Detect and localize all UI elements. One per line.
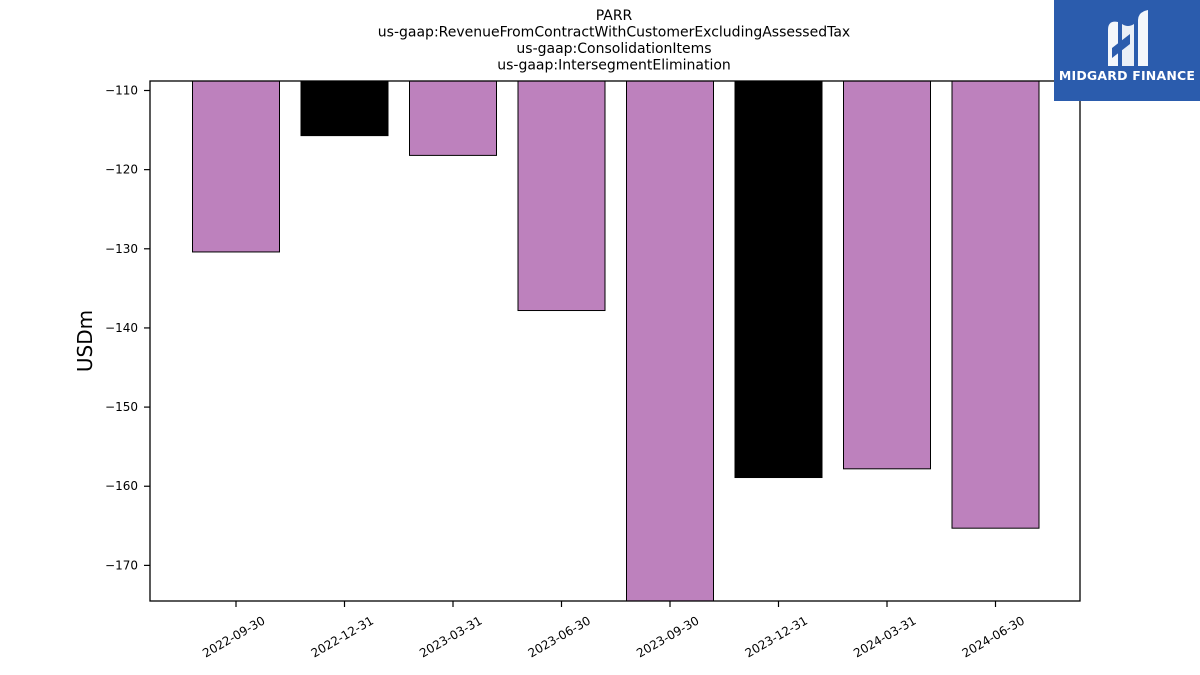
chart-title: PARRus-gaap:RevenueFromContractWithCusto… xyxy=(378,8,850,74)
bar xyxy=(734,80,823,479)
midgard-finance-logo: MIDGARD FINANCE xyxy=(1054,0,1200,101)
title-line: us-gaap:RevenueFromContractWithCustomerE… xyxy=(378,25,850,41)
x-tick-label: 2022-12-31 xyxy=(309,613,376,660)
y-tick-label: −120 xyxy=(105,163,138,177)
y-tick-label: −150 xyxy=(105,400,138,414)
y-tick-label: −160 xyxy=(105,479,138,493)
bar xyxy=(951,80,1040,529)
x-tick-label: 2023-09-30 xyxy=(634,613,701,660)
y-tick-label: −170 xyxy=(105,558,138,572)
bar xyxy=(843,80,931,470)
y-tick-label: −140 xyxy=(105,321,138,335)
y-axis: −110 −120 −130 −140 −150 −160 −170 xyxy=(105,83,150,572)
x-tick-label: 2023-03-31 xyxy=(417,613,484,660)
x-tick-label: 2022-09-30 xyxy=(200,613,267,660)
logo-text: MIDGARD FINANCE xyxy=(1058,68,1196,83)
y-tick-label: −130 xyxy=(105,242,138,256)
plot-frame xyxy=(149,80,1081,602)
x-tick-label: 2024-03-31 xyxy=(851,613,918,660)
y-axis-label: USDm xyxy=(73,310,97,372)
bar xyxy=(192,80,280,253)
bar xyxy=(517,80,606,312)
bar xyxy=(409,80,497,156)
x-tick-label: 2023-12-31 xyxy=(743,613,810,660)
bars xyxy=(192,80,1040,602)
title-line: us-gaap:ConsolidationItems xyxy=(516,41,711,57)
y-tick-label: −110 xyxy=(105,83,138,97)
x-tick-label: 2024-06-30 xyxy=(960,613,1027,660)
midgard-logo-icon xyxy=(1108,10,1148,66)
x-tick-label: 2023-06-30 xyxy=(526,613,593,660)
title-line: us-gaap:IntersegmentElimination xyxy=(497,58,731,74)
bar xyxy=(626,80,714,602)
x-axis: 2022-09-30 2022-12-31 2023-03-31 2023-06-30… xyxy=(200,601,1027,660)
title-line: PARR xyxy=(596,8,633,24)
bar xyxy=(300,80,389,137)
